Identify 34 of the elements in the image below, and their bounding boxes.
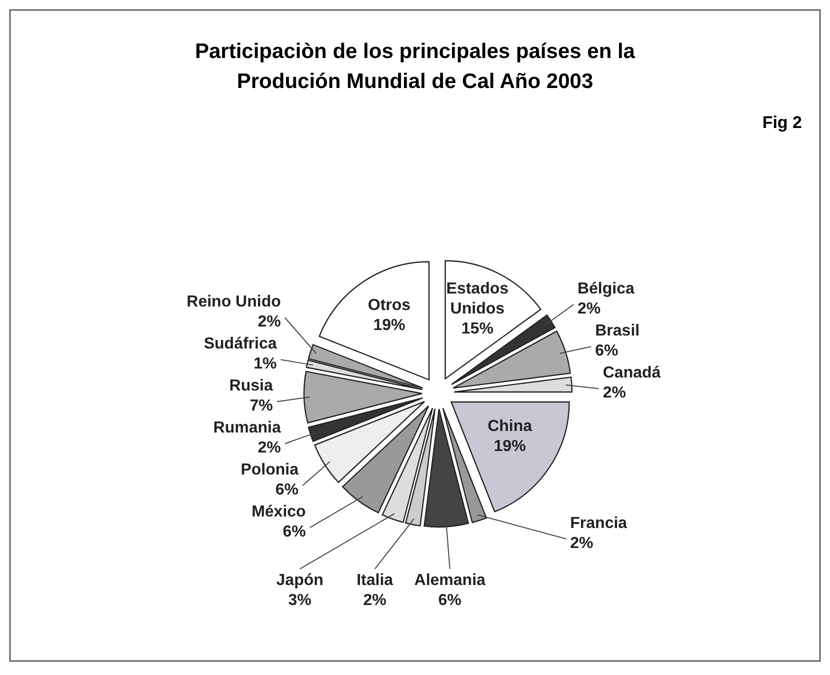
- data-label: 19%: [494, 438, 526, 455]
- data-label: 2%: [602, 384, 626, 402]
- slice-label: Polonia: [240, 462, 299, 479]
- slice-label: Brasil: [595, 322, 640, 340]
- data-label: 19%: [373, 317, 406, 334]
- slice-label: Francia: [570, 514, 628, 532]
- slice-label: Bélgica: [577, 280, 634, 298]
- slice-label: México: [252, 504, 306, 521]
- data-label: 2%: [570, 534, 594, 552]
- slice-label: Rusia: [229, 378, 273, 395]
- data-label: 7%: [250, 398, 273, 415]
- slice-label: China: [488, 418, 532, 435]
- slice-label: Estados Unidos: [446, 280, 509, 318]
- data-label: 6%: [438, 592, 462, 609]
- data-label: 3%: [288, 592, 312, 609]
- slice-label: Italia: [356, 572, 394, 589]
- slice-label: Canadá: [602, 364, 661, 382]
- data-label: 2%: [363, 592, 386, 609]
- slice-label: Rumania: [213, 420, 281, 437]
- data-label: 6%: [595, 342, 618, 360]
- data-label: 15%: [461, 320, 494, 338]
- data-label: 6%: [282, 524, 306, 541]
- data-label: 2%: [577, 300, 601, 318]
- data-label: 2%: [258, 314, 281, 331]
- slice-label: Otros: [368, 297, 411, 314]
- data-label: 6%: [275, 482, 299, 499]
- chart-title: Participaciòn de los principales países en la Produción Mundial de Cal Año 2003: [194, 40, 636, 93]
- data-label: 1%: [254, 356, 277, 373]
- slice-label: Reino Unido: [186, 294, 282, 311]
- slice-label: Alemania: [414, 572, 486, 589]
- slice-label: Sudáfrica: [204, 336, 277, 353]
- data-label: 2%: [258, 440, 281, 457]
- slice-label: Japón: [276, 572, 324, 589]
- caption: Fig 2: [762, 113, 802, 132]
